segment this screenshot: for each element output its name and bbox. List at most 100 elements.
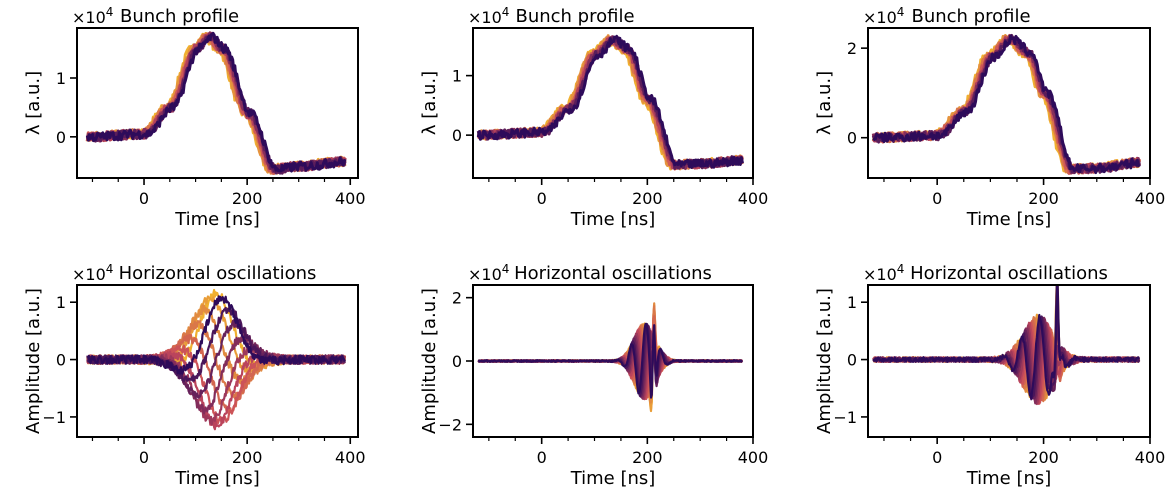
y-multiplier: ×104 — [72, 262, 113, 284]
plot-area — [871, 33, 1141, 175]
series-line-2 — [477, 304, 743, 413]
series-line-12 — [477, 322, 743, 399]
plot-area — [872, 285, 1141, 406]
series-line-7 — [871, 34, 1141, 175]
series-line-5 — [872, 35, 1141, 175]
series-line-12 — [872, 285, 1141, 400]
x-tick-label: 200 — [232, 189, 263, 208]
series-line-12 — [86, 295, 346, 375]
series-line-1 — [476, 35, 744, 171]
series-line-11 — [86, 306, 346, 383]
y-multiplier: ×104 — [468, 262, 509, 284]
y-tick-label: 0 — [56, 128, 66, 147]
y-tick-label: 1 — [56, 69, 66, 88]
x-axis-label: Time [ns] — [966, 468, 1052, 489]
y-axis-label: λ [a.u.] — [419, 71, 440, 135]
series-line-7 — [476, 35, 744, 170]
series-line-2 — [85, 32, 347, 175]
y-axis-label: Amplitude [a.u.] — [419, 288, 440, 434]
panel-6: 0 200 400 −1 0 1 ×104 Horizontal oscillations Ti… — [814, 262, 1165, 489]
series-line-9 — [477, 327, 743, 400]
x-tick-label: 400 — [738, 448, 769, 467]
panel-2: 0 200 400 0 1 ×104 Bunch profile Time [ns] λ [a.… — [419, 5, 768, 230]
x-axis-label: Time [ns] — [174, 209, 260, 230]
x-tick-label: 0 — [932, 189, 942, 208]
x-tick-label: 0 — [139, 189, 149, 208]
y-tick-label: −1 — [833, 408, 857, 427]
x-tick-label: 0 — [537, 448, 547, 467]
panel-title: Bunch profile — [515, 6, 634, 27]
series-line-1 — [85, 32, 347, 174]
y-multiplier: ×104 — [468, 5, 509, 27]
series-line-3 — [477, 35, 744, 170]
y-tick-label: 0 — [847, 351, 857, 370]
axes-frame — [76, 27, 359, 179]
x-tick-label: 200 — [232, 448, 263, 467]
axes-frame — [867, 284, 1151, 438]
x-tick-label: 200 — [1028, 189, 1059, 208]
y-tick-label: 2 — [452, 289, 462, 308]
panel-title: Horizontal oscillations — [910, 263, 1108, 284]
series-line-3 — [872, 299, 1141, 401]
series-line-6 — [477, 35, 743, 171]
x-axis-label: Time [ns] — [174, 468, 260, 489]
y-axis-label: Amplitude [a.u.] — [23, 288, 44, 434]
series-line-5 — [477, 315, 743, 399]
plot-area — [85, 31, 347, 175]
x-tick-label: 400 — [738, 189, 769, 208]
series-line-5 — [476, 36, 744, 170]
y-axis-label: Amplitude [a.u.] — [814, 288, 835, 434]
axes-frame — [867, 27, 1151, 179]
axes-frame — [472, 27, 754, 179]
series-line-4 — [85, 32, 347, 175]
series-line-7 — [86, 32, 347, 175]
series-line-4 — [477, 305, 743, 398]
y-multiplier: ×104 — [72, 5, 113, 27]
x-tick-label: 0 — [139, 448, 149, 467]
y-tick-label: 1 — [847, 293, 857, 312]
series-line-6 — [85, 31, 347, 175]
x-axis-label: Time [ns] — [570, 468, 656, 489]
series-line-3 — [478, 302, 743, 404]
series-line-1 — [872, 285, 1140, 399]
plot-area — [476, 34, 744, 171]
x-tick-label: 200 — [1028, 448, 1059, 467]
panel-title: Horizontal oscillations — [119, 263, 317, 284]
y-tick-label: −1 — [42, 408, 66, 427]
x-tick-label: 400 — [335, 448, 366, 467]
panel-5: 0 200 400 −2 0 2 ×104 Horizontal oscillations Ti… — [419, 262, 768, 489]
series-line-3 — [86, 304, 346, 386]
x-tick-label: 400 — [335, 189, 366, 208]
axes-frame — [76, 284, 359, 438]
y-tick-label: 1 — [452, 67, 462, 86]
x-tick-label: 400 — [1135, 189, 1166, 208]
series-line-11 — [872, 297, 1141, 401]
plot-area — [477, 302, 744, 413]
y-multiplier: ×104 — [863, 262, 904, 284]
series-line-8 — [476, 34, 744, 169]
y-tick-label: 0 — [56, 351, 66, 370]
x-tick-label: 400 — [1135, 448, 1166, 467]
x-tick-label: 0 — [537, 189, 547, 208]
y-tick-label: 0 — [847, 129, 857, 148]
series-line-2 — [477, 34, 744, 171]
y-tick-label: 0 — [452, 126, 462, 145]
x-axis-label: Time [ns] — [570, 209, 656, 230]
panel-title: Horizontal oscillations — [514, 263, 712, 284]
series-line-5 — [86, 333, 346, 414]
y-tick-label: 2 — [847, 39, 857, 58]
y-tick-label: 0 — [452, 352, 462, 371]
series-line-1 — [871, 34, 1141, 174]
y-multiplier: ×104 — [863, 5, 904, 27]
panel-4: 0 200 400 −1 0 1 ×104 Horizontal oscillations Ti… — [23, 262, 366, 489]
series-line-2 — [872, 285, 1140, 400]
y-tick-label: −2 — [438, 415, 462, 434]
y-tick-label: 1 — [56, 293, 66, 312]
series-line-9 — [86, 333, 346, 415]
series-line-4 — [477, 37, 744, 171]
x-tick-label: 0 — [932, 448, 942, 467]
panel-title: Bunch profile — [120, 6, 239, 27]
series-line-5 — [86, 31, 347, 174]
series-line-4 — [871, 33, 1141, 175]
